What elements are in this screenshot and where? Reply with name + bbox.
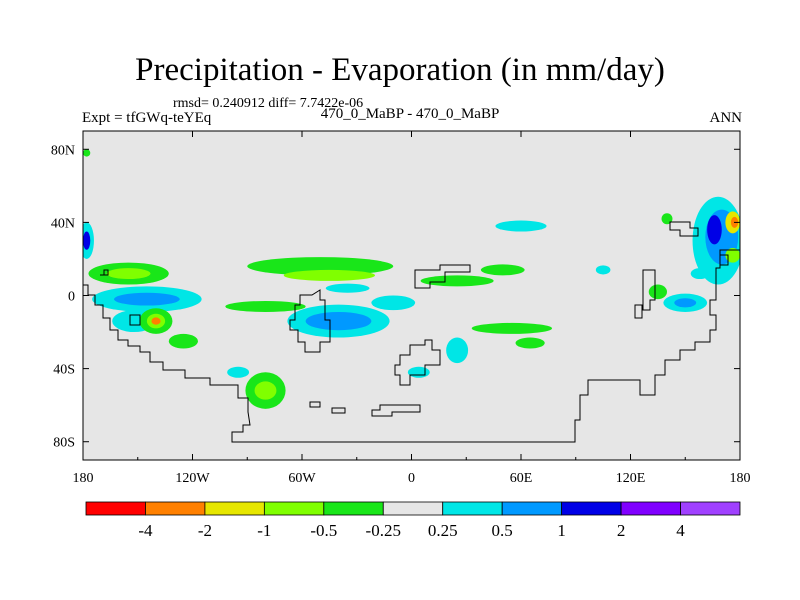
coastline-4 — [414, 264, 471, 289]
contour-region-26 — [471, 322, 553, 334]
map-axes: 180 120W 60W 0 60E 120E 180 80N 40N 0 40S 80S — [51, 131, 751, 486]
coastline-12 — [634, 304, 643, 319]
coastline-11 — [642, 269, 656, 311]
contour-region-20 — [371, 295, 416, 311]
coastline-6 — [371, 404, 421, 417]
colorbar-box — [501, 501, 563, 516]
contour-region-2 — [83, 231, 91, 250]
colorbar-label: 1 — [557, 521, 566, 540]
coastline-7 — [309, 401, 321, 408]
y-tick-label: 40S — [53, 363, 75, 378]
colorbar-label: -1 — [257, 521, 271, 540]
contour-region-27 — [515, 337, 545, 349]
x-tick-label: 180 — [730, 471, 751, 486]
x-tick-label: 60E — [510, 471, 533, 486]
colorbar-box — [620, 501, 681, 516]
x-tick-label: 120E — [616, 471, 646, 486]
x-tick-label: 60W — [288, 471, 316, 486]
y-tick-label: 40N — [51, 216, 75, 231]
colorbar-label: -0.25 — [366, 521, 401, 540]
coastline-2 — [100, 269, 109, 276]
contour-region-23 — [480, 264, 525, 276]
contour-region-13 — [254, 381, 277, 400]
colorbar-label: -0.5 — [310, 521, 337, 540]
coastline-1 — [83, 249, 740, 443]
colorbar-box — [145, 501, 206, 516]
contour-region-4 — [106, 268, 151, 280]
coastline-10 — [719, 254, 729, 266]
y-tick-label: 0 — [68, 290, 75, 305]
contour-region-40 — [690, 268, 709, 280]
colorbar-box — [561, 501, 622, 516]
contour-region-25 — [446, 337, 469, 364]
colorbar-label: 0.25 — [428, 521, 458, 540]
colorbar-label: 0.5 — [492, 521, 513, 540]
colorbar-label: -4 — [138, 521, 153, 540]
coastline-13 — [129, 314, 141, 326]
contour-region-21 — [325, 283, 370, 293]
chart-title: Precipitation - Evaporation (in mm/day) — [135, 52, 665, 88]
season-label: ANN — [709, 110, 743, 126]
coastline-3 — [289, 289, 331, 353]
stats-text: rmsd= 0.240912 diff= 7.7422e-06 — [173, 96, 364, 111]
contour-region-41 — [83, 149, 91, 157]
contour-region-39 — [725, 247, 740, 263]
contour-region-33 — [648, 284, 667, 300]
coastline-5 — [394, 339, 441, 386]
contour-region-10 — [151, 317, 161, 325]
contour-region-22 — [420, 275, 494, 287]
y-tick-label: 80S — [53, 436, 75, 451]
contour-region-6 — [114, 292, 180, 306]
chart-subtitle: 470_0_MaBP - 470_0_MaBP — [320, 106, 500, 122]
contour-region-14 — [227, 366, 250, 378]
contour-region-29 — [595, 265, 611, 275]
colorbar-label: 2 — [617, 521, 626, 540]
contour-region-36 — [707, 215, 722, 245]
x-tick-label: 180 — [73, 471, 94, 486]
contour-region-11 — [168, 333, 198, 349]
colorbar-box — [204, 501, 265, 516]
x-tick-label: 0 — [408, 471, 415, 486]
colorbar-box — [382, 501, 444, 516]
contour-region-19 — [305, 311, 372, 331]
x-tick-label: 120W — [175, 471, 210, 486]
contour-region-32 — [674, 298, 697, 308]
colorbar-box — [263, 501, 325, 516]
y-tick-label: 80N — [51, 143, 75, 158]
contour-region-28 — [407, 366, 430, 378]
colorbar-label: -2 — [198, 521, 212, 540]
experiment-label: Expt = tfGWq-teYEq — [82, 110, 212, 126]
colorbar-box — [85, 501, 146, 516]
colorbar-box — [442, 501, 503, 516]
coastline-8 — [331, 407, 346, 414]
contour-region-15 — [247, 257, 394, 276]
map-area — [82, 130, 741, 461]
colorbar-box — [680, 501, 741, 516]
contour-region-24 — [495, 220, 547, 232]
colorbar: -4 -2 -1 -0.5 -0.25 0.25 0.5 1 2 4 — [85, 501, 741, 540]
coastline-9 — [669, 221, 699, 237]
colorbar-label: 4 — [676, 521, 685, 540]
contour-region-30 — [661, 213, 673, 225]
contour-region-16 — [283, 269, 375, 281]
colorbar-box — [323, 501, 384, 516]
contour-region-17 — [225, 300, 306, 312]
